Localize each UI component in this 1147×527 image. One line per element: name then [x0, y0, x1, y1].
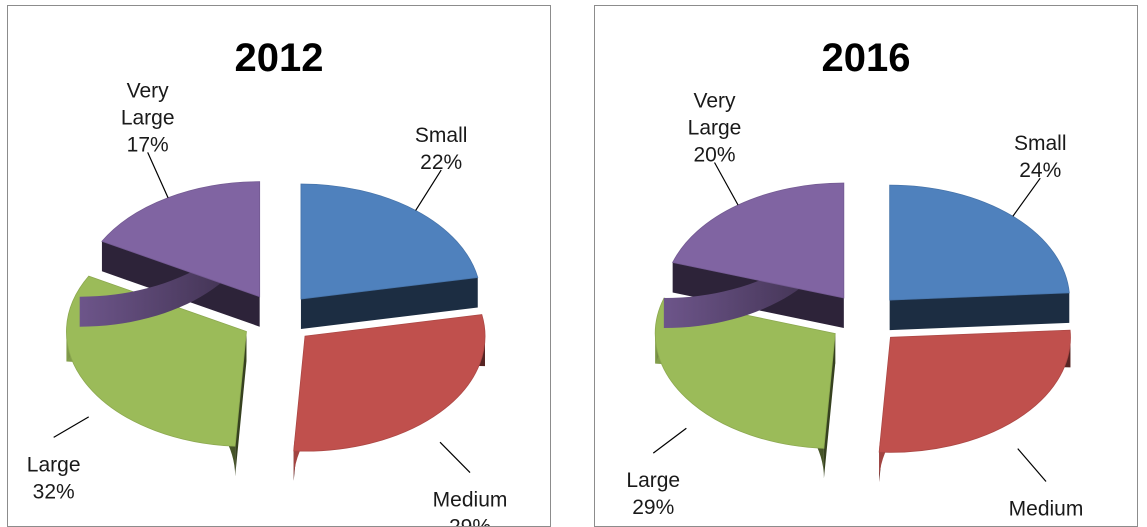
chart-panel-2012: 2012 Small 22% Medium 29% Large 32% Very Large 1… [7, 5, 551, 527]
label-text: Small [1014, 132, 1067, 155]
chart-title: 2012 [235, 36, 324, 80]
data-label-medium: Medium 27% [1009, 448, 1084, 526]
label-text: 17% [127, 133, 169, 156]
data-label-small: Small 24% [1012, 132, 1067, 217]
pie-slice-very-large [79, 181, 261, 327]
label-text: 29% [449, 516, 491, 526]
label-text: Large [27, 453, 81, 476]
pie-slice-small [889, 184, 1070, 331]
label-text: Medium [433, 489, 508, 512]
label-text: Large [688, 116, 742, 139]
label-text: 32% [33, 480, 75, 503]
data-label-small: Small 22% [415, 124, 468, 211]
chart-panel-2016: 2016 Small 24% Medium 27% Large 29% Very Large 2… [594, 5, 1138, 527]
label-text: Small [415, 124, 468, 147]
data-label-medium: Medium 29% [433, 441, 508, 526]
pie-slice-very-large [663, 182, 845, 329]
label-text: 24% [1019, 159, 1061, 182]
label-text: Large [121, 106, 175, 129]
chart-title: 2016 [822, 36, 911, 80]
data-label-large: Large 29% [626, 427, 687, 519]
pie-slices [654, 182, 1071, 483]
data-label-very-large: Very Large 20% [688, 89, 742, 206]
label-text: Very [694, 89, 737, 112]
label-text: Very [127, 79, 170, 102]
label-text: 22% [420, 151, 462, 174]
label-text: 27% [1025, 525, 1067, 526]
label-text: 29% [632, 496, 674, 519]
data-label-large: Large 32% [27, 416, 90, 503]
pie-chart-2012: 2012 Small 22% Medium 29% Large 32% Very Large 1… [27, 36, 508, 526]
label-text: Large [626, 469, 680, 492]
pie-labels: Small 24% Medium 27% Large 29% Very Large 20% [626, 89, 1083, 526]
pie-slices [66, 181, 486, 481]
data-label-very-large: Very Large 17% [121, 79, 175, 198]
label-text: 20% [694, 143, 736, 166]
pie-chart-2016: 2016 Small 24% Medium 27% Large 29% Very Large 2… [626, 36, 1083, 526]
label-text: Medium [1009, 498, 1084, 521]
pie-slice-medium [878, 329, 1071, 483]
pie-slice-small [300, 183, 479, 330]
pie-slice-medium [293, 314, 486, 481]
